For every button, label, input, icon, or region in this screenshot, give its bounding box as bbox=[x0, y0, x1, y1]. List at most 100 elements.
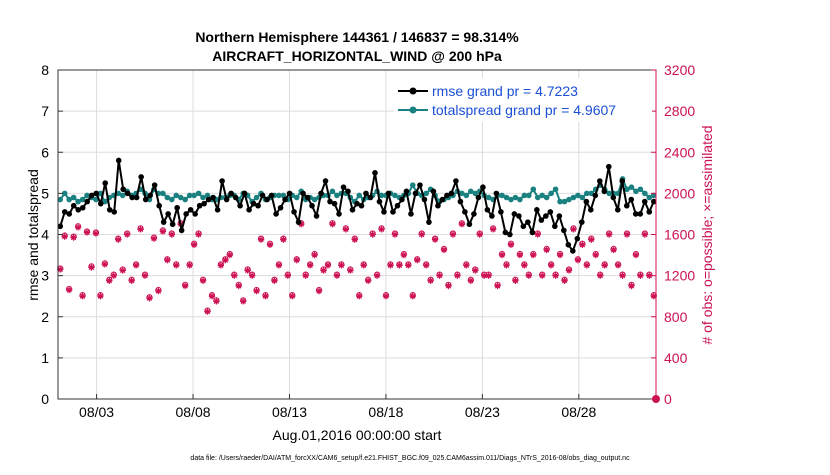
obs-assimilated-point bbox=[414, 257, 421, 264]
obs-assimilated-point bbox=[373, 272, 381, 279]
obs-assimilated-point bbox=[431, 236, 439, 243]
rmse-point bbox=[592, 192, 599, 199]
totalspread-point bbox=[530, 186, 537, 193]
obs-assimilated-point bbox=[253, 287, 260, 295]
y-left-tick-label: 0 bbox=[41, 391, 49, 407]
totalspread-point bbox=[584, 190, 590, 197]
obs-assimilated-point bbox=[293, 257, 300, 264]
totalspread-point bbox=[650, 192, 657, 199]
rmse-point bbox=[183, 211, 189, 217]
obs-assimilated-point bbox=[552, 272, 559, 279]
legend-rmse-marker bbox=[409, 87, 417, 95]
obs-assimilated-point bbox=[588, 236, 595, 243]
rmse-point bbox=[354, 200, 360, 207]
obs-assimilated-point bbox=[119, 267, 126, 274]
totalspread-point bbox=[70, 194, 77, 201]
rmse-point bbox=[601, 188, 608, 195]
totalspread-point bbox=[57, 196, 64, 203]
rmse-point bbox=[650, 198, 657, 205]
rmse-point bbox=[507, 231, 513, 238]
obs-assimilated-point bbox=[101, 261, 109, 268]
x-axis-label: Aug.01,2016 00:00:00 start bbox=[273, 427, 442, 443]
obs-assimilated-point bbox=[480, 272, 488, 279]
totalspread-point bbox=[566, 196, 572, 203]
rmse-point bbox=[223, 196, 230, 203]
rmse-point bbox=[596, 178, 603, 184]
obs-assimilated-point bbox=[132, 262, 140, 269]
legend-spread-marker bbox=[409, 106, 417, 114]
obs-assimilated-point bbox=[128, 277, 135, 284]
rmse-point bbox=[205, 196, 212, 203]
rmse-point bbox=[516, 213, 522, 219]
obs-assimilated-point bbox=[489, 226, 497, 233]
rmse-point bbox=[453, 178, 459, 184]
obs-assimilated-point bbox=[458, 221, 466, 228]
y-left-tick-label: 2 bbox=[41, 309, 49, 325]
totalspread-point bbox=[606, 190, 612, 197]
obs-assimilated-point bbox=[79, 292, 86, 300]
obs-assimilated-point bbox=[637, 272, 644, 279]
obs-assimilated-point bbox=[137, 226, 144, 233]
obs-assimilated-point bbox=[623, 231, 631, 238]
y-axis-right-label: # of obs: o=possible; ×=assimilated bbox=[699, 125, 715, 344]
rmse-point bbox=[408, 211, 414, 217]
obs-assimilated-point bbox=[409, 292, 416, 300]
rmse-point bbox=[106, 207, 113, 213]
totalspread-point bbox=[200, 194, 206, 201]
totalspread-point bbox=[61, 190, 68, 197]
obs-assimilated-point bbox=[619, 272, 626, 279]
obs-assimilated-point bbox=[476, 231, 483, 238]
totalspread-point bbox=[119, 192, 126, 199]
rmse-point bbox=[84, 198, 91, 205]
y-right-tick-label: 2400 bbox=[664, 144, 695, 160]
rmse-point bbox=[363, 190, 369, 197]
obs-assimilated-point bbox=[463, 262, 470, 269]
obs-assimilated-point bbox=[199, 277, 207, 284]
rmse-point bbox=[421, 196, 428, 203]
y-right-tick-label: 400 bbox=[664, 350, 688, 366]
obs-assimilated-point bbox=[507, 241, 515, 248]
obs-assimilated-point bbox=[561, 277, 568, 284]
rmse-point bbox=[381, 209, 387, 215]
rmse-point bbox=[430, 188, 437, 195]
rmse-point bbox=[556, 213, 563, 219]
obs-assimilated-point bbox=[217, 262, 225, 269]
obs-assimilated-point bbox=[61, 233, 68, 240]
totalspread-point bbox=[191, 192, 197, 199]
x-tick-label: 08/08 bbox=[176, 404, 211, 420]
totalspread-point bbox=[160, 190, 166, 197]
rmse-point bbox=[610, 194, 617, 201]
rmse-point bbox=[97, 200, 104, 207]
totalspread-point bbox=[467, 188, 474, 195]
y-right-tick-label: 1200 bbox=[664, 268, 695, 284]
obs-assimilated-point bbox=[556, 251, 564, 259]
rmse-point bbox=[484, 207, 491, 213]
obs-assimilated-point bbox=[289, 292, 296, 300]
rmse-point bbox=[259, 192, 266, 199]
rmse-point bbox=[534, 207, 540, 213]
obs-assimilated-point bbox=[240, 298, 247, 305]
obs-assimilated-point bbox=[351, 236, 358, 243]
footer-data-file: data file: /Users/raeder/DAI/ATM_forcXX/… bbox=[190, 455, 630, 462]
obs-assimilated-point bbox=[231, 272, 238, 279]
rmse-point bbox=[552, 223, 558, 230]
totalspread-point bbox=[472, 190, 479, 197]
obs-assimilated-point bbox=[597, 272, 604, 279]
obs-assimilated-point bbox=[525, 272, 533, 279]
rmse-point bbox=[291, 209, 297, 215]
rmse-point bbox=[79, 204, 86, 211]
rmse-point bbox=[237, 202, 243, 209]
rmse-point bbox=[286, 190, 293, 197]
rmse-point bbox=[547, 209, 554, 215]
y-right-tick-label: 0 bbox=[664, 391, 672, 407]
y-left-tick-label: 6 bbox=[41, 144, 49, 160]
rmse-point bbox=[115, 157, 122, 164]
legend-rmse-label: rmse grand pr = 4.7223 bbox=[432, 83, 578, 99]
rmse-point bbox=[502, 229, 509, 236]
rmse-point bbox=[623, 202, 630, 209]
totalspread-point bbox=[195, 190, 202, 197]
obs-assimilated-point bbox=[382, 292, 390, 300]
obs-assimilated-point bbox=[400, 251, 408, 259]
totalspread-point bbox=[517, 196, 523, 203]
axes: 0 1 2 3 4 5 6 7 8 0 400 800 1200 1600 2000 2400 2800 3200… bbox=[41, 62, 695, 420]
